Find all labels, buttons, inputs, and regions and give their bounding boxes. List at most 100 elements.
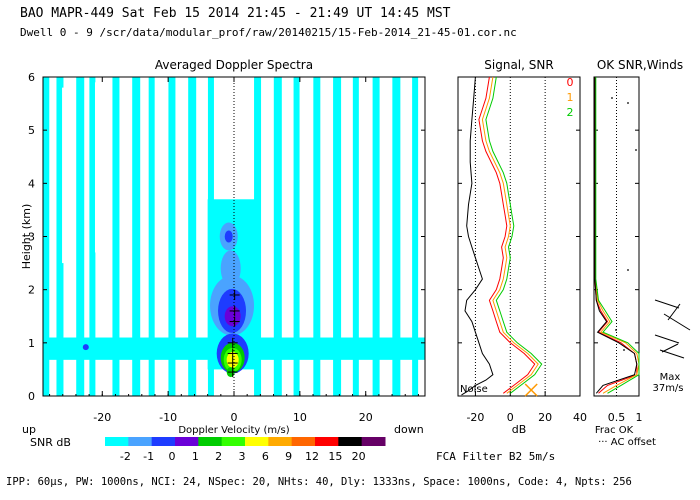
x-tick-label: -10 [159, 411, 177, 424]
signal-series-noise [461, 76, 494, 396]
heatmap-gap [94, 82, 104, 253]
heatmap-gap [262, 98, 272, 248]
colorbar-swatch [245, 437, 269, 446]
heatmap-gap [121, 103, 131, 237]
signal-series-1 [481, 76, 539, 394]
signal-x-tick-label: 0 [507, 411, 514, 424]
okfrac-legend-2: 2 [567, 106, 574, 119]
heatmap-streak [89, 77, 96, 396]
colorbar-swatch [291, 437, 316, 446]
heatmap-gap [401, 98, 411, 237]
heatmap-streak [333, 77, 342, 396]
okfrac-series-1 [594, 77, 640, 394]
signal-x-label: dB [512, 423, 527, 436]
ac-offset-note: ··· AC offset [598, 437, 656, 448]
heatmap-gap [361, 92, 371, 258]
noise-label: Noise [460, 384, 488, 395]
colorbar-swatch [315, 437, 339, 446]
y-tick-label: 5 [28, 124, 35, 137]
colorbar-label: SNR dB [30, 436, 71, 449]
heatmap-blob [224, 230, 233, 243]
heatmap-gap [322, 82, 332, 232]
okfrac-x-label: Frac OK [595, 425, 634, 436]
signal-series-0 [478, 76, 536, 394]
wind-barb [654, 299, 680, 309]
heatmap-streak [352, 77, 359, 396]
okfrac-point [623, 349, 625, 351]
heatmap-streak [392, 77, 401, 396]
down-label: down [394, 423, 424, 436]
height-axis-label: Height (km) [20, 204, 33, 270]
heatmap-streak [188, 77, 197, 396]
y-tick-label: 1 [28, 337, 35, 350]
max-wind-label: Max [660, 372, 681, 383]
heatmap-x-label: Doppler Velocity (m/s) [178, 425, 289, 436]
heatmap-streak [293, 77, 300, 396]
signal-x-tick-label: 40 [573, 411, 587, 424]
heatmap-streak [168, 77, 176, 396]
colorbar-tick-label: 15 [328, 450, 342, 463]
heatmap-streak [273, 77, 282, 396]
okfrac-series-ok [594, 77, 638, 394]
colorbar-swatch [361, 437, 386, 446]
okfrac-series-2 [595, 77, 640, 394]
colorbar-tick-label: -2 [120, 450, 131, 463]
colorbar-tick-label: 12 [305, 450, 319, 463]
colorbar-tick-label: 6 [262, 450, 269, 463]
okfrac-title: OK SNR,Winds [597, 58, 683, 72]
colorbar-tick-label: 2 [215, 450, 222, 463]
colorbar-tick-label: 9 [285, 450, 292, 463]
heatmap-title: Averaged Doppler Spectra [155, 58, 313, 72]
heatmap-blob [82, 344, 89, 351]
heatmap-gap [178, 98, 188, 237]
colorbar-swatch [128, 437, 153, 446]
signal-series-2 [485, 76, 543, 394]
y-tick-label: 2 [28, 284, 35, 297]
heatmap-gap [62, 87, 72, 264]
profile-lines-layer [461, 76, 691, 397]
colorbar-swatch [338, 437, 363, 446]
y-tick-label: 0 [28, 390, 35, 403]
heatmap-streak [76, 77, 85, 396]
okfrac-x-tick-label: 1 [636, 411, 643, 424]
radar-parameters-footer: IPP: 60μs, PW: 1000ns, NCI: 24, NSpec: 2… [6, 476, 632, 488]
y-tick-label: 4 [28, 177, 35, 190]
wind-barb [661, 343, 679, 353]
okfrac-legend-0: 0 [567, 76, 574, 89]
plot-header-dwell-path: Dwell 0 - 9 /scr/data/modular_prof/raw/2… [20, 26, 517, 39]
heatmap-gap [157, 92, 167, 226]
colorbar-swatch [105, 437, 129, 446]
signal-title: Signal, SNR [484, 58, 553, 72]
x-tick-label: 0 [231, 411, 238, 424]
okfrac-point [627, 102, 629, 104]
doppler-spectra-heatmap [43, 77, 425, 396]
colorbar-tick-label: 3 [239, 450, 246, 463]
signal-x-tick-label: -20 [466, 411, 484, 424]
colorbar-tick-label: 0 [169, 450, 176, 463]
heatmap-gap [302, 92, 312, 258]
colorbar-swatch [198, 437, 223, 446]
heatmap-streak [112, 77, 120, 396]
panel-frame-2 [457, 76, 581, 397]
colorbar-swatch [221, 437, 246, 446]
okfrac-point [611, 97, 613, 99]
heatmap-streak [132, 77, 141, 396]
noise-marker [524, 383, 538, 397]
colorbar-swatch [175, 437, 199, 446]
okfrac-legend-1: 1 [567, 91, 574, 104]
wind-barb [663, 313, 691, 331]
up-label: up [22, 423, 36, 436]
axes-layer [42, 76, 640, 397]
wind-barb [667, 303, 681, 321]
okfrac-point [635, 149, 637, 151]
x-tick-label: -20 [93, 411, 111, 424]
colorbar-swatch [268, 437, 293, 446]
y-tick-label: 3 [28, 231, 35, 244]
heatmap-gap [341, 103, 351, 242]
heatmap-streak [313, 77, 321, 396]
heatmap-streak [148, 77, 155, 396]
wind-barb [654, 334, 680, 344]
okfrac-point [615, 329, 617, 331]
